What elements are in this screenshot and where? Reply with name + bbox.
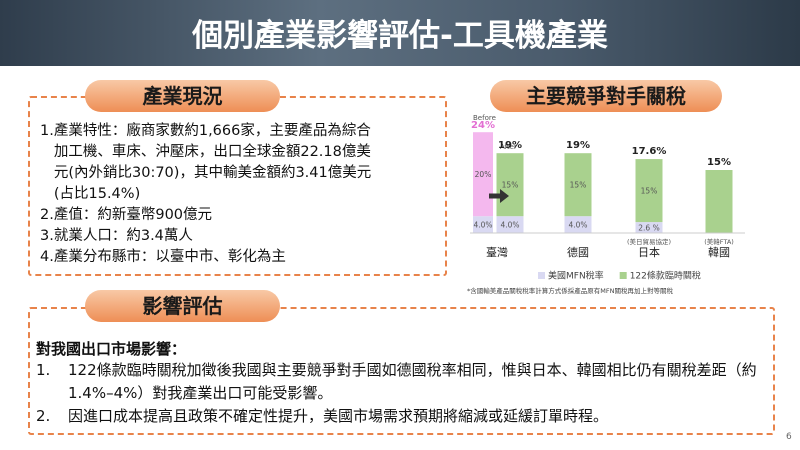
item-marker: 2. [36,407,51,425]
impact-item: 2. 因進口成本提高且政策不確定性提升，美國市場需求預期將縮減或延緩訂單時程。 [36,405,766,428]
item-marker: 1. [40,123,54,139]
item-text: 122條款臨時關稅加徵後我國與主要競爭對手國如德國稅率相同，惟與日本、韓國相比仍… [68,361,757,402]
page-number: 6 [786,432,792,442]
value-label: 15% [641,187,658,196]
x-tick-label: 臺灣 [486,245,508,259]
status-item: 1. 產業特性：廠商家數約1,666家，主要產品為綜合加工機、車床、沖壓床，出口全… [40,121,385,205]
total-label: 15% [707,157,731,168]
item-text: 產業特性：廠商家數約1,666家，主要產品為綜合加工機、車床、沖壓床，出口全球金… [53,123,372,202]
value-label: 4.0% [568,221,587,230]
chart-heading: 主要競爭對手關稅 [490,80,722,112]
category-note: (美日貿易協定) [627,237,671,246]
value-label: 15% [502,181,519,190]
bar-segment [635,159,663,223]
total-label: 17.6% [632,146,667,157]
status-heading: 產業現況 [85,80,280,112]
item-text: 產業分布縣市：以臺中市、彰化為主 [53,249,286,265]
category-note: (美韓FTA) [704,237,734,246]
before-total: 24% [471,120,495,131]
status-list: 1. 產業特性：廠商家數約1,666家，主要產品為綜合加工機、車床、沖壓床，出口全… [40,121,385,268]
value-label: 4.0% [500,221,519,230]
x-tick-label: 韓國 [708,246,730,259]
x-tick-label: 德國 [567,245,589,259]
status-item: 2. 產值：約新臺幣900億元 [40,205,385,226]
total-label: 19% [498,140,522,151]
value-label: 15% [570,181,587,190]
value-label: 2.6 % [638,224,659,233]
item-text: 產值：約新臺幣900億元 [53,207,213,223]
bar-segment [496,153,524,217]
value-label: 4.0% [473,221,492,230]
bar-segment [473,132,493,217]
impact-subheading: 對我國出口市場影響： [36,340,187,358]
bar-segment [635,222,663,233]
status-item: 4. 產業分布縣市：以臺中市、彰化為主 [40,247,385,268]
bar-segment [705,170,733,233]
item-marker: 1. [36,361,51,379]
value-label: 20% [475,170,492,179]
legend-label: 美國MFN稅率 [548,270,604,282]
x-tick-label: 日本 [638,245,660,259]
legend-label: 122條款臨時關稅 [630,270,701,282]
after-label: After [500,143,517,151]
bar-segment [564,216,592,233]
bar-segment [496,216,524,233]
item-text: 就業人口：約3.4萬人 [53,228,193,244]
item-marker: 3. [40,228,54,244]
slide-title: 個別產業影響評估-工具機產業 [192,18,608,54]
item-marker: 2. [40,207,54,223]
chart-note: *含國輸美產品關稅稅率計算方式係採產品原有MFN關稅再加上對等關稅 [467,286,673,295]
impact-item: 1. 122條款臨時關稅加徵後我國與主要競爭對手國如德國稅率相同，惟與日本、韓國相… [36,359,766,405]
arrow-head [500,189,509,203]
legend-swatch [619,272,627,279]
bar-segment [473,216,493,233]
banner [0,0,800,66]
bar-segment [564,153,592,217]
legend-swatch [538,272,545,279]
before-label: Before [473,114,496,122]
item-text: 因進口成本提高且政策不確定性提升，美國市場需求預期將縮減或延緩訂單時程。 [68,407,609,425]
status-item: 3. 就業人口：約3.4萬人 [40,226,385,247]
item-marker: 4. [40,249,54,265]
impact-list: 1. 122條款臨時關稅加徵後我國與主要競爭對手國如德國稅率相同，惟與日本、韓國相… [36,359,766,428]
impact-box [28,307,775,435]
total-label: 19% [566,140,590,151]
impact-heading: 影響評估 [85,290,280,322]
